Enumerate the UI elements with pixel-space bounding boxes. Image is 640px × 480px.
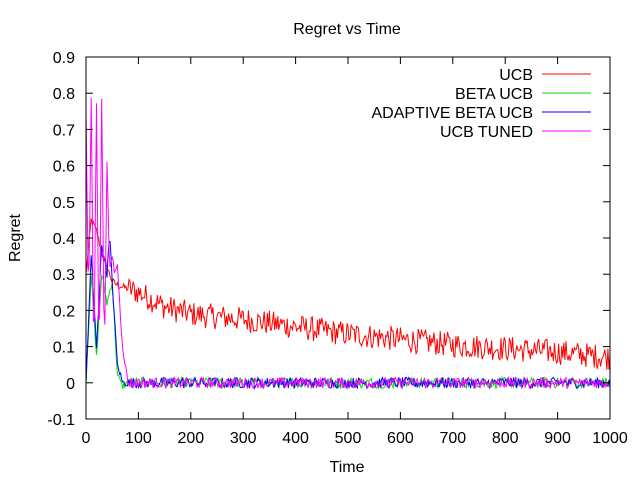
ticks-layer: 0 100 200 300 400 500 600 700 800 900 1000 -0.1 0 0.1… (47, 50, 627, 447)
legend-label: ADAPTIVE BETA UCB (371, 105, 533, 122)
x-tick-label: 1000 (592, 430, 628, 447)
x-axis-label: Time (330, 459, 365, 476)
x-tick-label: 700 (439, 430, 466, 447)
chart-title: Regret vs Time (293, 21, 401, 38)
x-tick-label: 100 (125, 430, 152, 447)
y-tick-label: -0.1 (47, 412, 75, 429)
series-line-adaptive-beta-ucb (85, 240, 611, 390)
y-tick-label: 0.2 (53, 303, 75, 320)
series-layer (85, 97, 611, 390)
x-tick-label: 300 (230, 430, 257, 447)
x-tick-label: 500 (335, 430, 362, 447)
y-tick-label: 0.4 (53, 231, 75, 248)
series-line-ucb (85, 218, 611, 370)
legend-label: BETA UCB (455, 86, 533, 103)
y-tick-label: 0.7 (53, 122, 75, 139)
x-tick-label: 400 (282, 430, 309, 447)
legend-label: UCB TUNED (440, 124, 533, 141)
x-tick-label: 900 (544, 430, 571, 447)
y-tick-label: 0.9 (53, 50, 75, 67)
y-axis-label: Regret (7, 213, 24, 262)
x-tick-label: 200 (177, 430, 204, 447)
x-tick-label: 600 (387, 430, 414, 447)
plot-frame (85, 56, 611, 420)
y-tick-label: 0.1 (53, 340, 75, 357)
x-tick-label: 0 (82, 430, 91, 447)
y-tick-label: 0.3 (53, 267, 75, 284)
legend: UCB BETA UCB ADAPTIVE BETA UCB UCB TUNED (371, 67, 591, 141)
series-line-ucb-tuned (85, 97, 611, 390)
y-tick-label: 0.6 (53, 159, 75, 176)
legend-label: UCB (499, 67, 533, 84)
x-tick-label: 800 (492, 430, 519, 447)
y-tick-label: 0.5 (53, 195, 75, 212)
y-tick-label: 0.8 (53, 86, 75, 103)
y-tick-label: 0 (66, 376, 75, 393)
